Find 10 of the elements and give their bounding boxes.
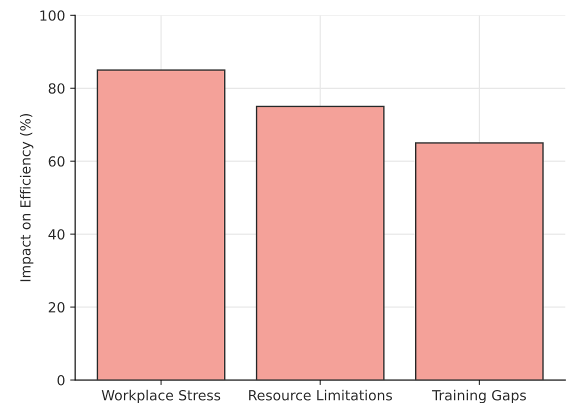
y-tick-label: 20 [48,302,64,313]
x-tick-label: Resource Limitations [249,390,392,400]
y-tick-label: 0 [57,375,64,386]
y-tick-label: 80 [48,83,64,94]
x-tick-label: Workplace Stress [102,390,220,403]
y-tick-label: 100 [40,10,64,21]
y-tick-label: 40 [48,229,64,240]
y-tick-label: 60 [48,156,64,167]
y-axis-title: Impact on Efficiency (%) [20,114,34,282]
x-tick-label: Training Gaps [432,390,526,403]
